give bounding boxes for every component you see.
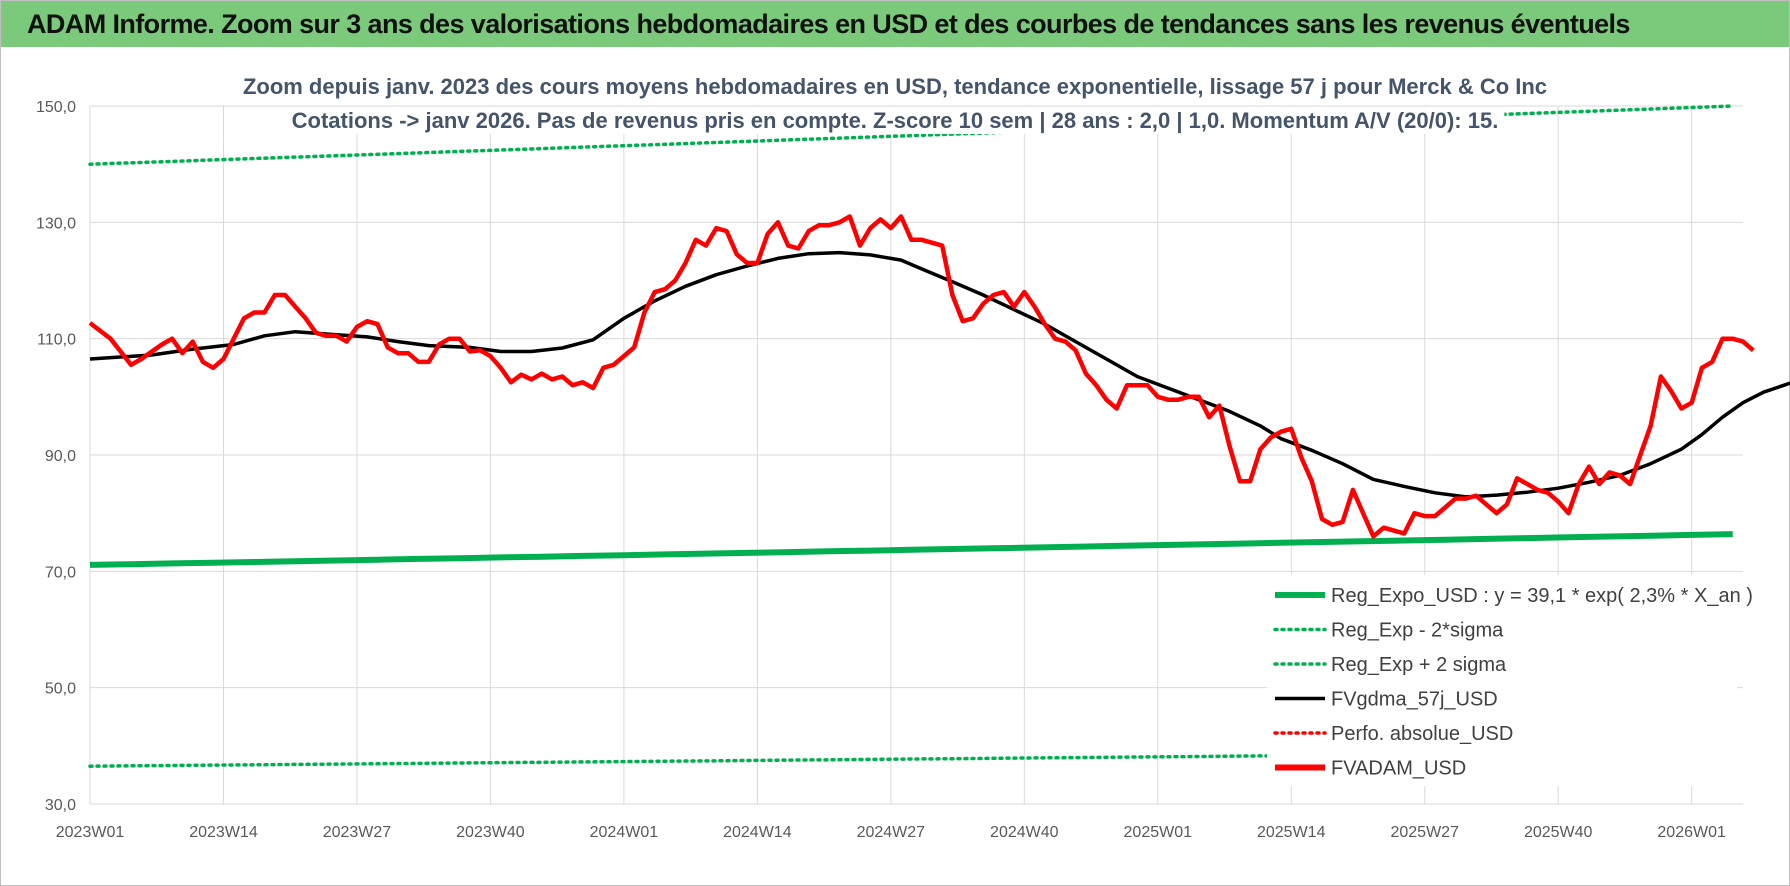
x-tick-label: 2023W01	[56, 824, 125, 841]
x-tick-label: 2025W01	[1124, 824, 1193, 841]
x-tick-label: 2025W27	[1390, 824, 1459, 841]
chart-subtitle: Zoom depuis janv. 2023 des cours moyens …	[236, 73, 1554, 134]
x-tick-label: 2023W14	[189, 824, 258, 841]
title-banner: ADAM Informe. Zoom sur 3 ans des valoris…	[1, 1, 1789, 47]
reg-exp-minus-2sigma-line	[88, 749, 1735, 768]
y-tick-label: 70,0	[45, 564, 76, 581]
x-tick-label: 2023W27	[323, 824, 392, 841]
legend-label: Reg_Exp + 2 sigma	[1331, 654, 1507, 676]
y-tick-label: 150,0	[36, 99, 76, 116]
reg-exp-plus-2sigma-line	[88, 104, 1735, 166]
x-tick-label: 2024W40	[990, 824, 1059, 841]
page-title: ADAM Informe. Zoom sur 3 ans des valoris…	[27, 9, 1630, 39]
y-tick-label: 110,0	[37, 332, 76, 349]
y-tick-label: 90,0	[45, 448, 76, 465]
legend: Reg_Expo_USD : y = 39,1 * exp( 2,3% * X_…	[1267, 575, 1753, 786]
subtitle-backdrop	[285, 107, 1505, 134]
y-tick-label: 50,0	[45, 681, 76, 698]
legend-backdrop	[1267, 575, 1737, 786]
legend-label: Reg_Expo_USD : y = 39,1 * exp( 2,3% * X_…	[1331, 585, 1753, 607]
reg-expo-line	[89, 531, 1733, 568]
x-tick-label: 2026W01	[1657, 824, 1726, 841]
x-tick-label: 2025W40	[1524, 824, 1593, 841]
subtitle-line: Cotations -> janv 2026. Pas de revenus p…	[292, 108, 1499, 133]
legend-label: Reg_Exp - 2*sigma	[1331, 620, 1504, 642]
y-tick-label: 130,0	[36, 215, 76, 232]
legend-label: FVADAM_USD	[1331, 758, 1466, 780]
x-tick-label: 2023W40	[456, 824, 525, 841]
y-tick-label: 30,0	[45, 797, 76, 814]
fvgdma-line	[89, 250, 1790, 499]
series-layer	[88, 104, 1790, 768]
legend-label: Perfo. absolue_USD	[1331, 723, 1513, 745]
legend-label: FVgdma_57j_USD	[1331, 689, 1498, 711]
x-tick-label: 2025W14	[1257, 824, 1326, 841]
gridlines	[89, 105, 1743, 805]
x-tick-label: 2024W01	[590, 824, 659, 841]
subtitle-backdrop	[236, 73, 1554, 100]
x-axis: 2023W01 2023W14 2023W27 2023W40 2024W01 2024W…	[56, 824, 1726, 841]
subtitle-line: Zoom depuis janv. 2023 des cours moyens …	[243, 74, 1547, 99]
y-axis: 30,0 50,0 70,0 90,0 110,0 130,0 150,0	[36, 99, 76, 814]
x-tick-label: 2024W14	[723, 824, 792, 841]
x-tick-label: 2024W27	[857, 824, 926, 841]
fvadam-line	[88, 214, 1755, 539]
